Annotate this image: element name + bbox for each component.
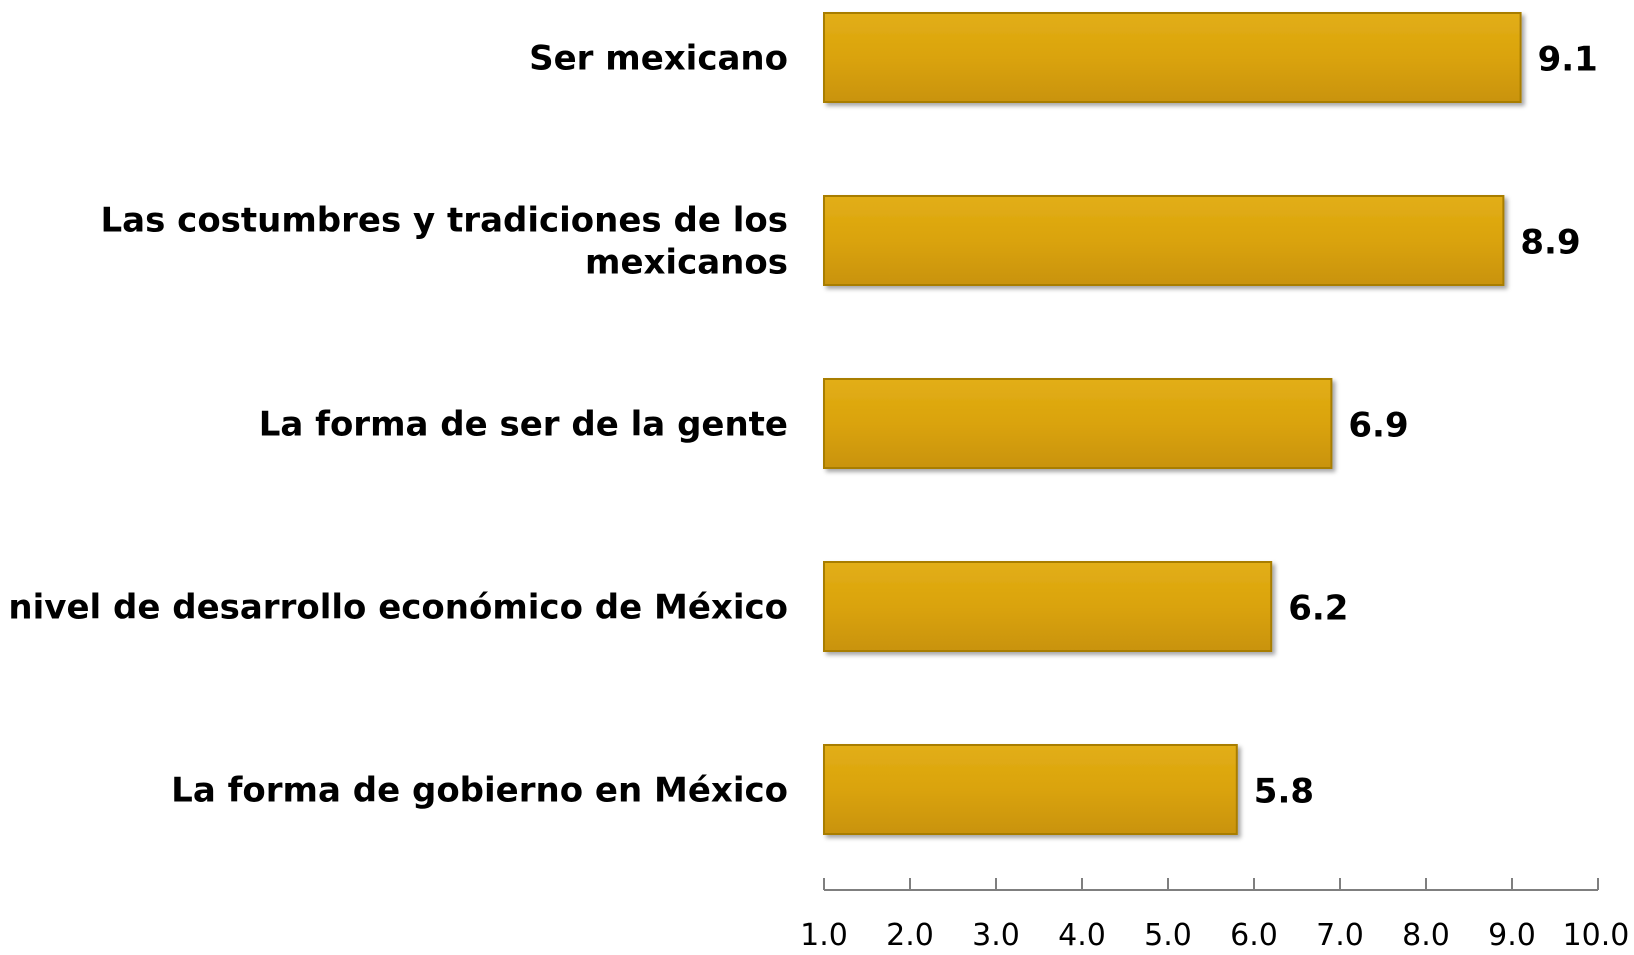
value-label-1: 9.1 <box>1538 40 1598 80</box>
value-labels: 9.1 8.9 6.9 6.2 5.8 <box>1254 40 1598 812</box>
x-tick-label-8: 8.0 <box>1402 918 1450 953</box>
x-tick-label-2: 2.0 <box>886 918 934 953</box>
x-tick-label-3: 3.0 <box>972 918 1020 953</box>
bar-3 <box>823 378 1333 469</box>
bar-2 <box>823 195 1505 286</box>
category-label-3: La forma de ser de la gente <box>259 405 788 445</box>
category-label-5: La forma de gobierno en México <box>171 771 788 811</box>
bars <box>823 12 1522 835</box>
category-label-4: El nivel de desarrollo económico de Méxi… <box>0 588 788 628</box>
x-tick-label-1: 1.0 <box>800 918 848 953</box>
category-label-2-line-1: Las costumbres y tradiciones de los <box>100 201 788 241</box>
value-label-4: 6.2 <box>1288 589 1348 629</box>
x-tick-label-10: 10.0 <box>1563 918 1630 953</box>
category-label-2-line-2: mexicanos <box>585 243 788 283</box>
x-tick-label-4: 4.0 <box>1058 918 1106 953</box>
x-tick-label-7: 7.0 <box>1316 918 1364 953</box>
bar-4 <box>823 561 1273 652</box>
value-label-2: 8.9 <box>1520 223 1580 263</box>
x-tick-label-9: 9.0 <box>1488 918 1536 953</box>
bar-5 <box>823 744 1238 835</box>
value-label-3: 6.9 <box>1348 406 1408 446</box>
value-label-5: 5.8 <box>1254 772 1314 812</box>
x-tick-label-5: 5.0 <box>1144 918 1192 953</box>
x-axis: 1.0 2.0 3.0 4.0 5.0 6.0 7.0 8.0 9.0 10.0 <box>800 878 1629 953</box>
x-tick-label-6: 6.0 <box>1230 918 1278 953</box>
category-label-1: Ser mexicano <box>529 39 788 79</box>
category-labels: Ser mexicano Las costumbres y tradiciones… <box>0 39 788 811</box>
bar-1 <box>823 12 1522 103</box>
